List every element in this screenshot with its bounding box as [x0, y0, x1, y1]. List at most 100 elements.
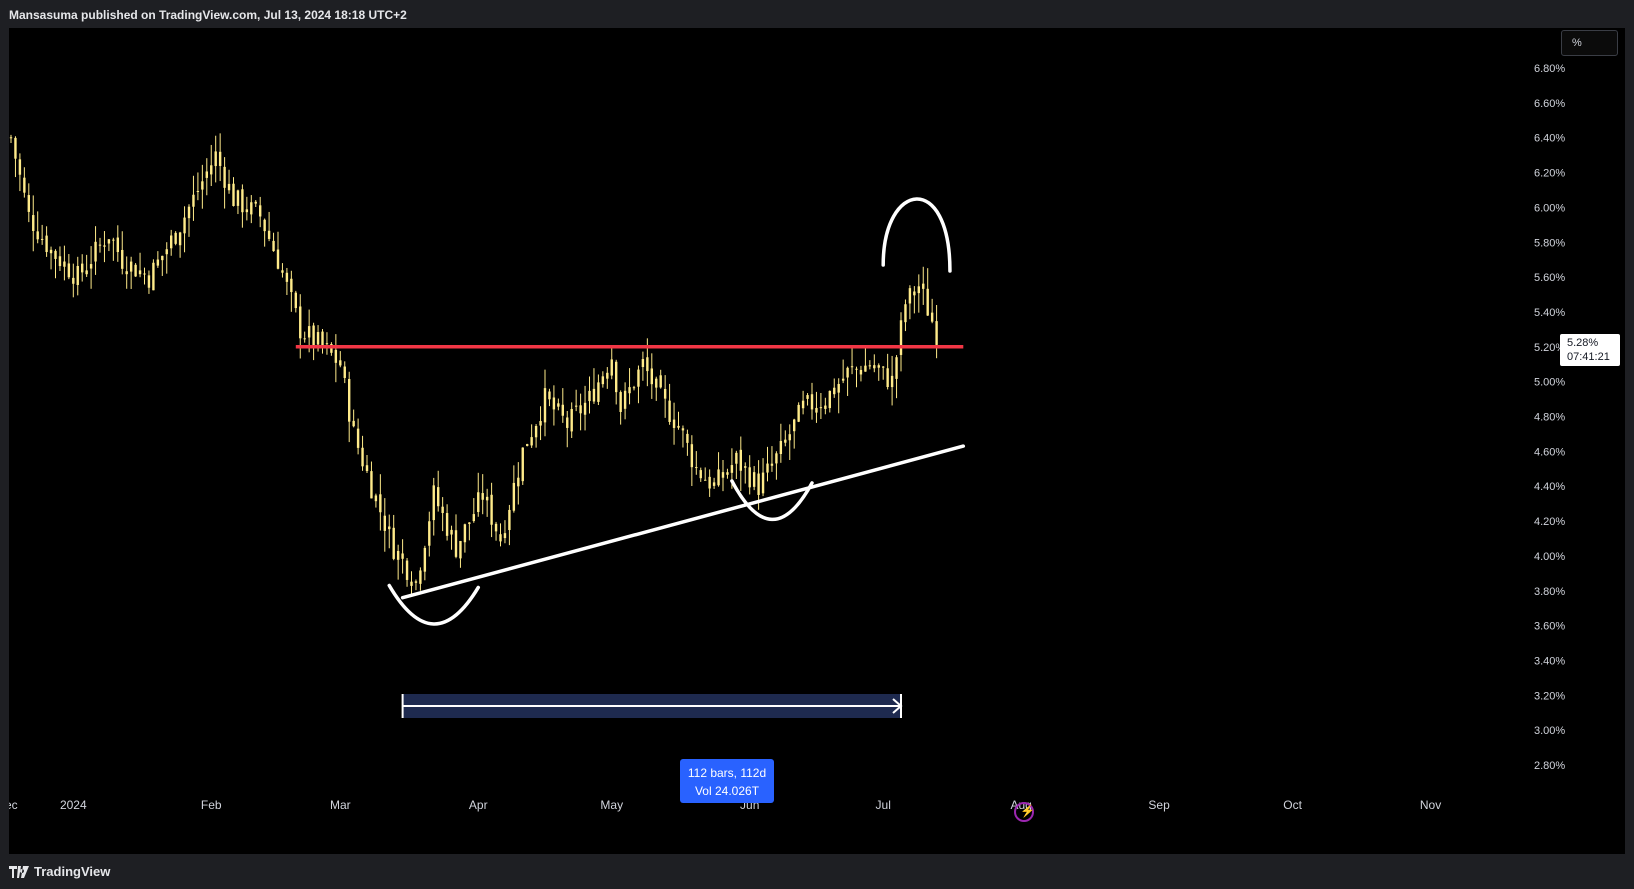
candle-body: [566, 417, 569, 428]
candle-body: [76, 265, 79, 285]
publish-header: Mansasuma published on TradingView.com, …: [0, 0, 1634, 28]
candle-body: [548, 391, 551, 400]
candle-body: [419, 570, 422, 584]
candle-body: [14, 137, 17, 159]
candle-body: [450, 529, 453, 535]
candle-body: [9, 137, 13, 139]
candle-body: [125, 271, 128, 275]
candle-body: [601, 376, 605, 385]
candle-body: [129, 261, 133, 272]
candle-body: [668, 400, 671, 422]
trendline[interactable]: [400, 444, 966, 600]
candle-body: [850, 366, 854, 368]
candle-body: [178, 232, 182, 246]
candle-body: [681, 428, 685, 431]
candle-body: [690, 444, 694, 468]
candle-body: [263, 219, 266, 232]
candle-body: [526, 444, 529, 446]
candle-body: [214, 151, 217, 167]
candle-body: [187, 206, 191, 219]
candle-body: [183, 217, 186, 234]
candle-body: [468, 522, 471, 524]
candle-body: [806, 395, 809, 399]
candle-body: [454, 530, 458, 557]
candle-body: [917, 286, 920, 294]
candle-body: [828, 390, 831, 409]
candle-body: [165, 249, 168, 255]
candle-body: [463, 524, 467, 543]
candle-body: [147, 275, 151, 288]
y-tick-label: 3.40%: [1534, 655, 1565, 667]
candle-body: [423, 547, 427, 572]
y-tick-label: 6.20%: [1534, 168, 1565, 180]
candle-body: [717, 469, 720, 486]
candle-body: [232, 183, 235, 207]
candle-body: [245, 209, 249, 213]
candle-body: [259, 205, 262, 217]
candle-body: [521, 447, 524, 482]
candle-body: [530, 437, 533, 446]
last-price-value: 5.28%: [1567, 337, 1599, 349]
y-tick-label: 4.20%: [1534, 516, 1565, 528]
candle-body: [85, 270, 88, 275]
candle-body: [196, 190, 200, 192]
candle-body: [396, 550, 400, 560]
candle-body: [241, 189, 244, 213]
candle-body: [615, 361, 618, 393]
candle-body: [926, 288, 929, 316]
candle-body: [170, 235, 173, 249]
candle-body: [583, 402, 587, 415]
candle-body: [833, 387, 836, 395]
candle-body: [663, 388, 667, 399]
y-tick-label: 3.20%: [1534, 690, 1565, 702]
candle-body: [793, 419, 796, 432]
candle-body: [646, 357, 649, 372]
candle-body: [103, 245, 106, 247]
candle-body: [499, 534, 502, 542]
candle-body: [886, 368, 889, 388]
chart-pane[interactable]: 6.80% 6.60% 6.40% 6.20% 6.00% 5.80% 5.60% 5.40%…: [9, 28, 1625, 854]
price-axis: 6.80% 6.60% 6.40% 6.20% 6.00% 5.80% 5.60% 5.40%…: [1534, 63, 1565, 772]
candle-body: [503, 533, 507, 539]
candle-body: [797, 404, 800, 422]
lightning-icon[interactable]: ⚡: [1014, 802, 1035, 822]
candle-body: [588, 390, 591, 402]
candle-body: [152, 262, 155, 291]
candle-body: [227, 183, 231, 191]
candle-body: [392, 527, 395, 559]
candle-body: [534, 425, 538, 438]
candle-body: [757, 473, 760, 495]
y-tick-label: 5.80%: [1534, 237, 1565, 249]
candle-body: [116, 237, 119, 253]
tradingview-brand[interactable]: TradingView: [9, 864, 110, 879]
x-tick-label: Nov: [1420, 798, 1441, 812]
top-arc[interactable]: [881, 197, 952, 273]
candle-body: [726, 472, 729, 475]
percent-scale-button[interactable]: %: [1561, 30, 1618, 56]
candle-body: [815, 407, 818, 413]
candle-body: [343, 366, 346, 378]
candle-body: [864, 365, 867, 372]
lightning-glyph: ⚡: [1020, 804, 1035, 818]
candle-body: [27, 195, 30, 212]
candle-body: [655, 378, 658, 388]
candle-body: [899, 320, 903, 355]
candle-body: [557, 403, 560, 407]
candle-body: [98, 244, 102, 246]
candle-body: [325, 343, 329, 345]
left-shoulder-arc[interactable]: [387, 583, 480, 626]
candle-body: [201, 181, 204, 190]
candle-body: [592, 388, 596, 402]
chart-canvas[interactable]: 6.80% 6.60% 6.40% 6.20% 6.00% 5.80% 5.60% 5.40%…: [9, 28, 1625, 854]
candle-body: [761, 472, 765, 494]
y-tick-label: 5.40%: [1534, 307, 1565, 319]
right-shoulder-arc[interactable]: [730, 479, 814, 522]
y-tick-label: 4.00%: [1534, 551, 1565, 563]
candle-body: [401, 553, 404, 559]
candle-body: [121, 249, 124, 269]
candle-body: [686, 433, 689, 443]
candle-body: [250, 202, 253, 215]
candle-body: [935, 321, 938, 345]
x-tick-label: Sep: [1148, 798, 1170, 812]
candle-body: [623, 390, 627, 409]
